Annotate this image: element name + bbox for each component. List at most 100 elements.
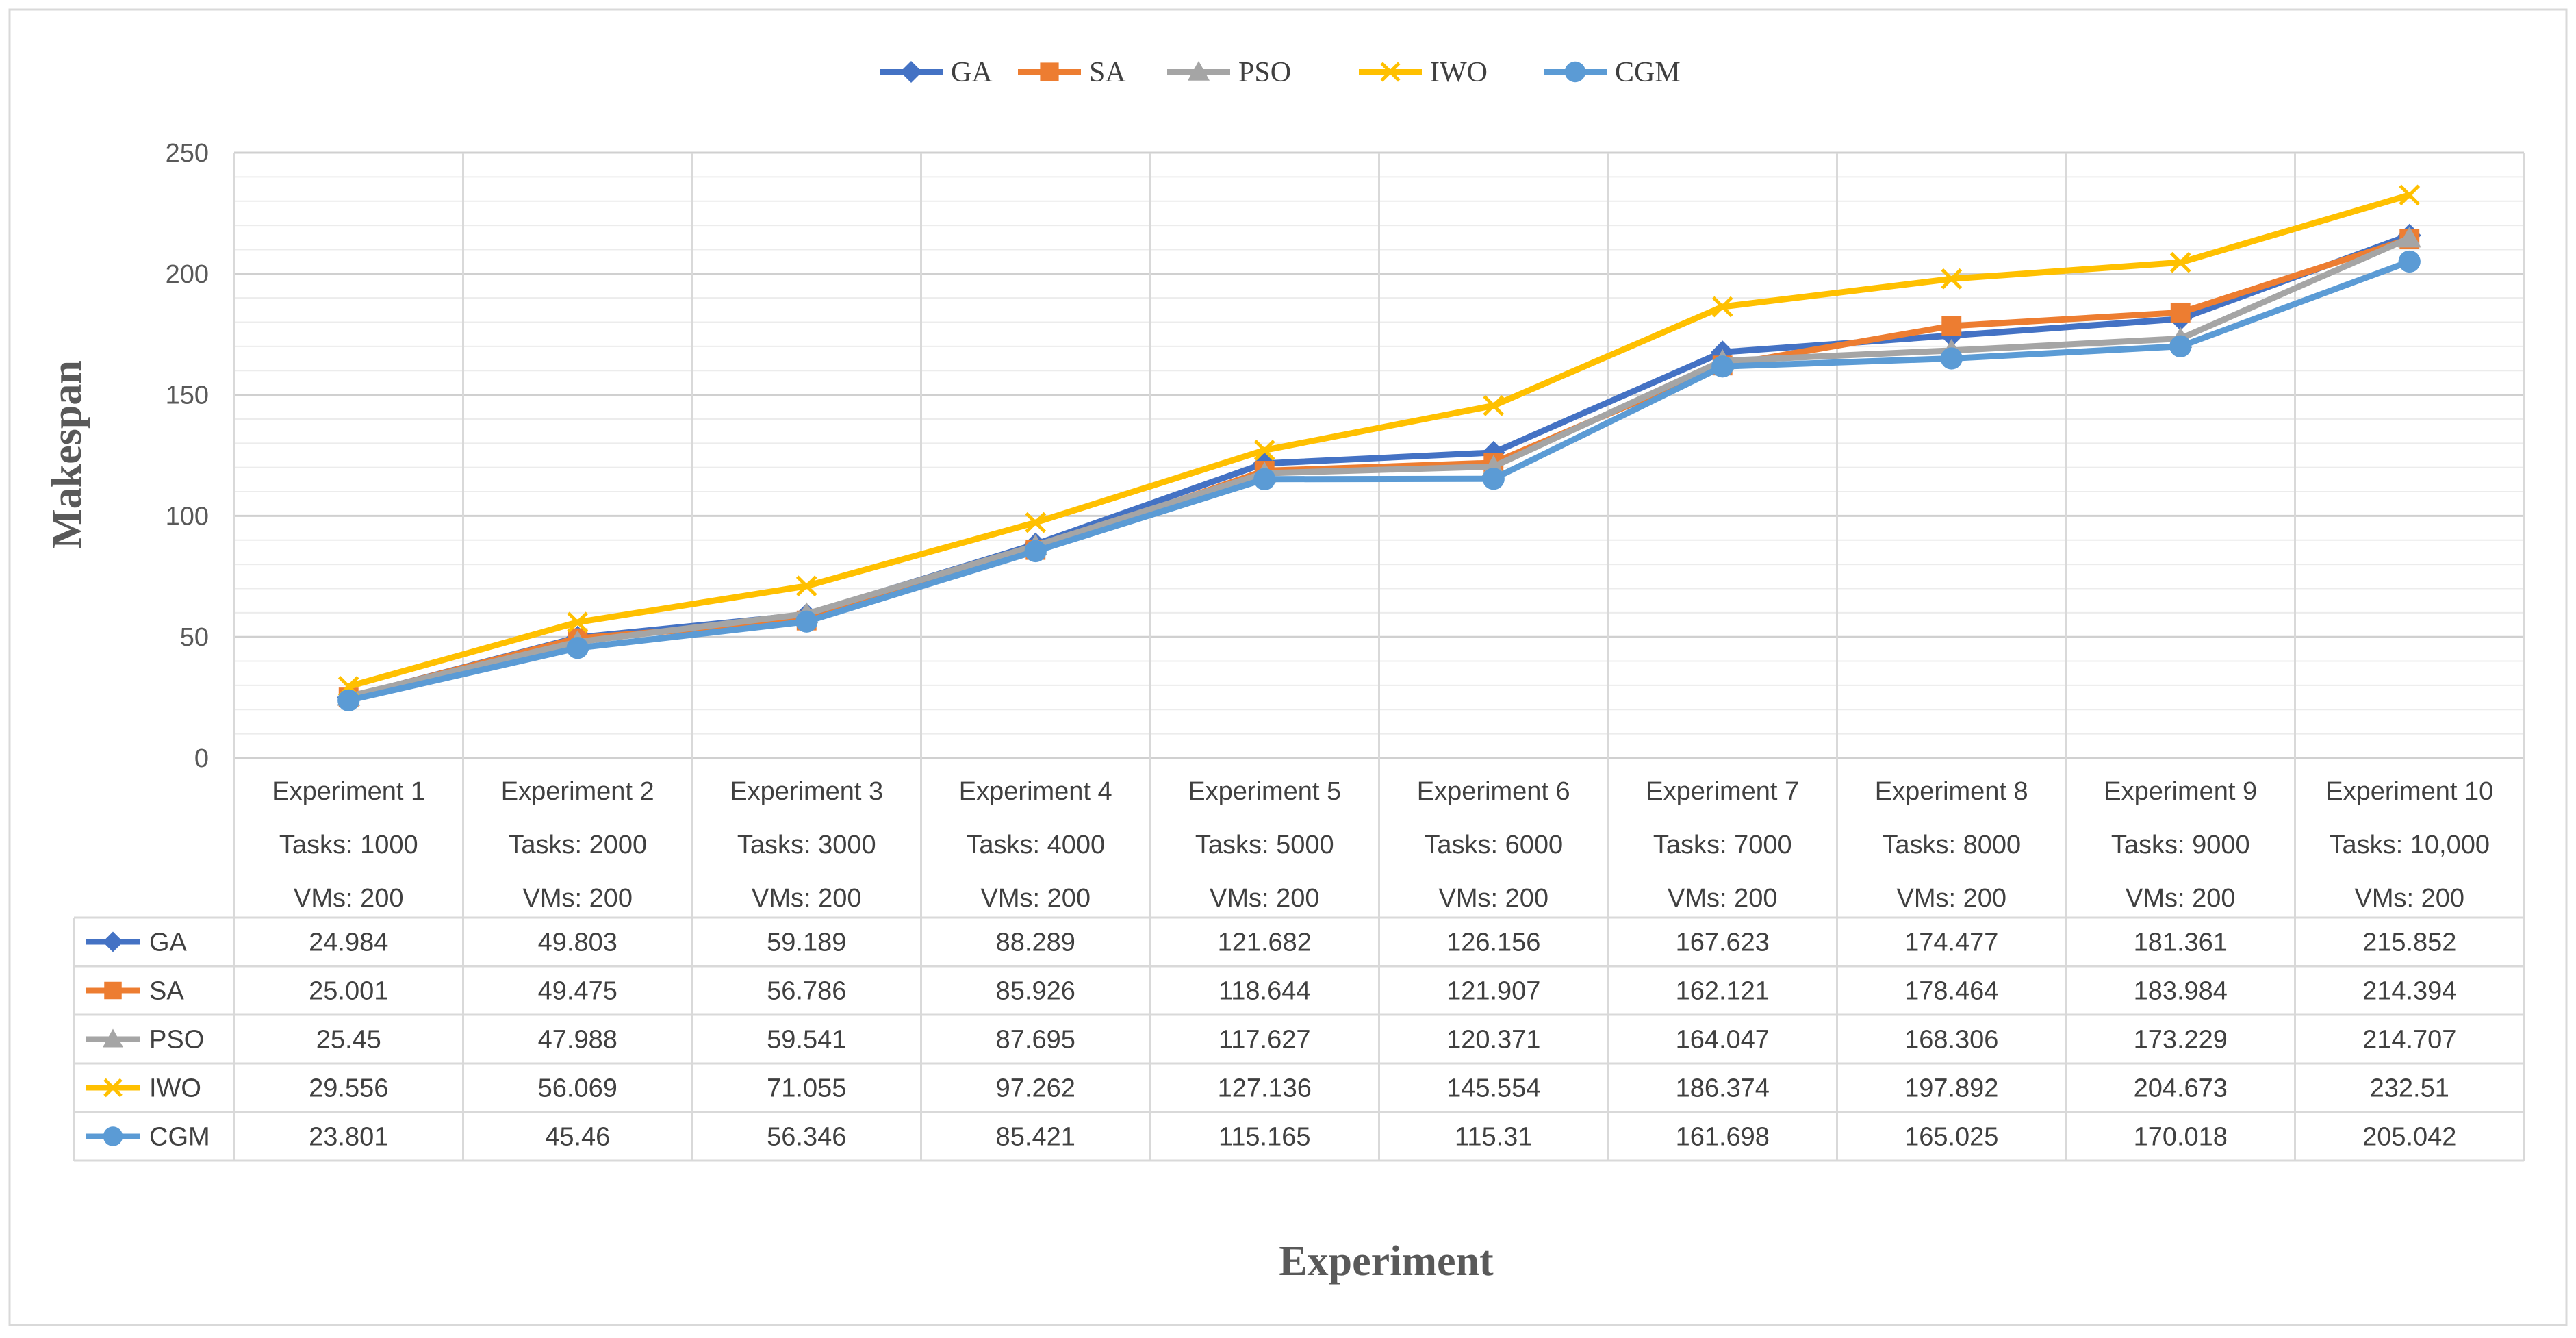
category-label: Experiment 10 bbox=[2325, 777, 2493, 806]
table-key-marker bbox=[104, 981, 122, 1000]
table-cell: 88.289 bbox=[996, 929, 1075, 957]
legend-label: PSO bbox=[1238, 57, 1291, 88]
table-series-label: IWO bbox=[149, 1074, 201, 1103]
data-point bbox=[337, 689, 360, 711]
data-point bbox=[1711, 296, 1733, 318]
category-label: Experiment 4 bbox=[959, 777, 1112, 806]
table-cell: 121.907 bbox=[1446, 977, 1540, 1006]
table-cell: 97.262 bbox=[996, 1074, 1075, 1103]
table-cell: 23.801 bbox=[309, 1123, 388, 1152]
category-label: Experiment 5 bbox=[1188, 777, 1341, 806]
legend-label: GA bbox=[951, 57, 993, 88]
table-cell: 56.346 bbox=[767, 1123, 846, 1152]
table-series-label: PSO bbox=[149, 1026, 204, 1055]
marker-stroke bbox=[2169, 251, 2191, 273]
table-cell: 59.189 bbox=[767, 929, 846, 957]
legend-marker bbox=[1188, 61, 1210, 81]
series-line bbox=[345, 258, 2413, 704]
marker-stroke bbox=[1941, 268, 1963, 290]
table-series-label: GA bbox=[149, 929, 188, 957]
data-point bbox=[795, 575, 817, 597]
table-cell: 178.464 bbox=[1904, 977, 1998, 1006]
y-tick-label: 100 bbox=[166, 502, 209, 531]
table-cell: 71.055 bbox=[767, 1074, 846, 1103]
table-cell: 205.042 bbox=[2362, 1123, 2456, 1152]
x-axis-title: Experiment bbox=[1279, 1238, 1494, 1285]
table-cell: 126.156 bbox=[1446, 929, 1540, 957]
category-label: Tasks: 2000 bbox=[508, 831, 647, 859]
legend-label: IWO bbox=[1430, 57, 1488, 88]
table-key-marker bbox=[103, 931, 123, 952]
series-line bbox=[345, 192, 2413, 690]
category-label: VMs: 200 bbox=[294, 884, 404, 913]
legend-item: IWO bbox=[1359, 57, 1488, 88]
data-point bbox=[566, 637, 589, 659]
data-point bbox=[2169, 251, 2191, 273]
category-label: VMs: 200 bbox=[1668, 884, 1778, 913]
table-cell: 29.556 bbox=[309, 1074, 388, 1103]
table-cell: 165.025 bbox=[1904, 1123, 1998, 1152]
category-label: VMs: 200 bbox=[1896, 884, 2006, 913]
table-cell: 204.673 bbox=[2134, 1074, 2228, 1103]
category-label: VMs: 200 bbox=[2126, 884, 2236, 913]
chart-frame bbox=[8, 8, 2568, 1326]
series-lines bbox=[337, 184, 2421, 711]
table-cell: 59.541 bbox=[767, 1026, 846, 1055]
y-axis-title: Makespan bbox=[44, 360, 90, 549]
series-cgm bbox=[337, 250, 2421, 711]
data-point bbox=[1025, 512, 1047, 533]
marker-stroke bbox=[1253, 440, 1275, 461]
category-label: Experiment 6 bbox=[1417, 777, 1570, 806]
table-cell: 120.371 bbox=[1446, 1026, 1540, 1055]
table-cell: 24.984 bbox=[309, 929, 388, 957]
table-cell: 214.394 bbox=[2362, 977, 2456, 1006]
marker-stroke bbox=[103, 1078, 123, 1098]
data-point bbox=[1483, 394, 1505, 416]
table-cell: 197.892 bbox=[1904, 1074, 1998, 1103]
table-cell: 232.51 bbox=[2370, 1074, 2449, 1103]
table-cell: 56.786 bbox=[767, 977, 846, 1006]
category-label: Tasks: 5000 bbox=[1195, 831, 1334, 859]
category-label: Tasks: 6000 bbox=[1424, 831, 1563, 859]
table-cell: 25.001 bbox=[309, 977, 388, 1006]
table-cell: 118.644 bbox=[1219, 977, 1311, 1006]
y-tick-label: 50 bbox=[180, 623, 209, 652]
table-cell: 174.477 bbox=[1904, 929, 1998, 957]
legend-label: SA bbox=[1089, 57, 1126, 88]
gridlines bbox=[233, 151, 2525, 759]
table-cell: 215.852 bbox=[2362, 929, 2456, 957]
category-label: Experiment 8 bbox=[1875, 777, 2028, 806]
marker-stroke bbox=[2399, 184, 2421, 206]
data-point bbox=[795, 610, 818, 633]
data-point bbox=[1941, 268, 1963, 290]
data-point bbox=[1253, 468, 1276, 490]
table-cell: 127.136 bbox=[1218, 1074, 1312, 1103]
table-key-marker bbox=[103, 1028, 123, 1048]
table-cell: 181.361 bbox=[2134, 929, 2228, 957]
category-label: Tasks: 3000 bbox=[737, 831, 876, 859]
legend-marker bbox=[1380, 62, 1401, 82]
y-tick-label: 200 bbox=[166, 260, 209, 289]
data-point bbox=[2169, 335, 2192, 357]
data-point bbox=[1711, 355, 1734, 378]
data-point bbox=[2397, 226, 2421, 248]
marker-stroke bbox=[1711, 296, 1733, 318]
category-label: VMs: 200 bbox=[522, 884, 633, 913]
category-label: VMs: 200 bbox=[1438, 884, 1548, 913]
table-cell: 85.926 bbox=[996, 977, 1075, 1006]
series-line bbox=[345, 235, 2413, 700]
table-cell: 145.554 bbox=[1446, 1074, 1540, 1103]
table-cell: 161.698 bbox=[1676, 1123, 1770, 1152]
legend-item: CGM bbox=[1544, 57, 1681, 88]
table-cell: 183.984 bbox=[2134, 977, 2228, 1006]
marker-stroke bbox=[1483, 394, 1505, 416]
category-label: Experiment 2 bbox=[501, 777, 654, 806]
table-cell: 49.803 bbox=[538, 929, 617, 957]
category-label: VMs: 200 bbox=[1210, 884, 1320, 913]
marker-stroke bbox=[1025, 512, 1047, 533]
data-point bbox=[2399, 184, 2421, 206]
y-tick-label: 150 bbox=[166, 381, 209, 410]
table-cell: 173.229 bbox=[2134, 1026, 2228, 1055]
